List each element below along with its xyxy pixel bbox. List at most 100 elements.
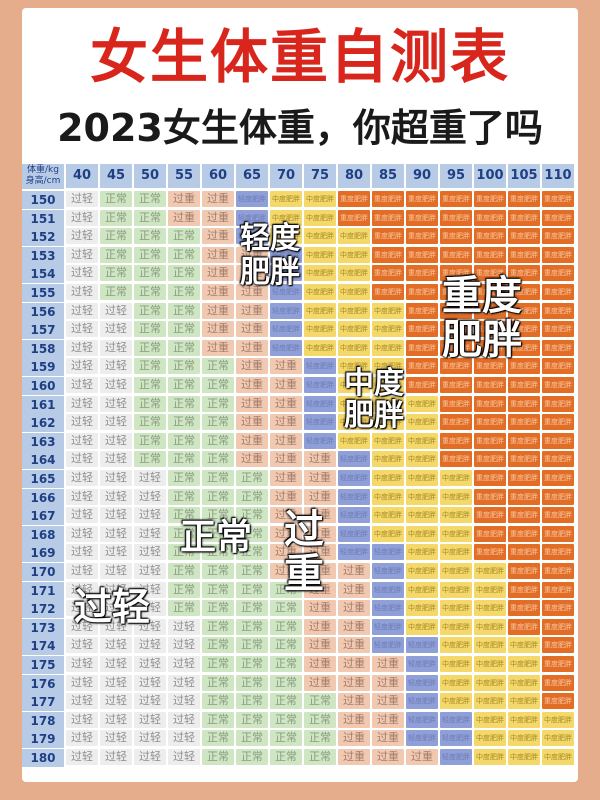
table-cell: 过重 (236, 302, 268, 319)
table-cell: 中度肥胖 (474, 674, 506, 691)
table-cell: 正常 (168, 377, 200, 393)
table-cell: 重度肥胖 (440, 395, 472, 412)
height-row-header: 154 (22, 265, 64, 284)
table-cell: 过重 (338, 656, 370, 672)
table-cell: 过轻 (134, 711, 166, 728)
table-cell: 重度肥胖 (542, 321, 574, 338)
table-cell: 过重 (304, 544, 336, 561)
table-cell: 正常 (202, 432, 234, 449)
table-cell: 重度肥胖 (508, 525, 540, 542)
table-cell: 正常 (202, 674, 234, 691)
table-cell: 重度肥胖 (508, 600, 540, 617)
table-cell: 过重 (236, 246, 268, 263)
table-cell: 轻度肥胖 (304, 377, 336, 393)
table-cell: 过重 (338, 581, 370, 598)
table-cell: 中度肥胖 (372, 414, 404, 431)
table-cell: 过轻 (134, 544, 166, 561)
table-cell: 重度肥胖 (542, 656, 574, 672)
table-cell: 过重 (236, 377, 268, 393)
table-cell: 中度肥胖 (338, 358, 370, 375)
height-row-header: 155 (22, 284, 64, 302)
table-cell: 重度肥胖 (508, 321, 540, 338)
table-cell: 正常 (134, 209, 166, 226)
table-cell: 正常 (168, 321, 200, 338)
table-cell: 重度肥胖 (372, 228, 404, 245)
table-cell: 正常 (100, 246, 132, 263)
table-cell: 过重 (270, 451, 302, 468)
table-cell: 轻度肥胖 (338, 544, 370, 561)
table-cell: 正常 (202, 618, 234, 635)
table-cell: 过轻 (100, 525, 132, 542)
table-cell: 重度肥胖 (406, 302, 438, 319)
table-cell: 中度肥胖 (338, 414, 370, 431)
table-cell: 轻度肥胖 (338, 525, 370, 542)
height-row-header: 165 (22, 470, 64, 488)
table-cell: 中度肥胖 (508, 749, 540, 765)
table-cell: 重度肥胖 (440, 432, 472, 449)
table-cell: 过重 (236, 339, 268, 356)
table-cell: 过轻 (134, 470, 166, 486)
table-cell: 轻度肥胖 (270, 246, 302, 263)
table-cell: 正常 (236, 693, 268, 710)
weight-header: 45 (100, 164, 132, 188)
table-cell: 过轻 (66, 209, 98, 226)
table-cell: 正常 (202, 637, 234, 654)
table-cell: 正常 (202, 377, 234, 393)
height-row-header: 168 (22, 525, 64, 544)
height-row-header: 167 (22, 507, 64, 526)
table-cell: 过重 (304, 563, 336, 579)
table-cell: 正常 (134, 432, 166, 449)
table-cell: 正常 (202, 693, 234, 710)
table-cell: 中度肥胖 (406, 470, 438, 486)
table-cell: 过轻 (66, 563, 98, 579)
table-cell: 过轻 (134, 730, 166, 747)
table-cell: 过轻 (66, 711, 98, 728)
table-cell: 中度肥胖 (542, 749, 574, 765)
table-cell: 过重 (270, 470, 302, 486)
table-cell: 正常 (100, 191, 132, 207)
table-cell: 正常 (168, 395, 200, 412)
table-cell: 中度肥胖 (406, 581, 438, 598)
table-cell: 正常 (168, 507, 200, 524)
table-cell: 正常 (270, 581, 302, 598)
table-cell: 重度肥胖 (508, 228, 540, 245)
table-cell: 重度肥胖 (474, 525, 506, 542)
table-cell: 重度肥胖 (372, 191, 404, 207)
table-cell: 过轻 (100, 321, 132, 338)
table-cell: 中度肥胖 (440, 693, 472, 710)
table-cell: 重度肥胖 (440, 265, 472, 282)
table-cell: 过轻 (168, 693, 200, 710)
table-cell: 过重 (304, 488, 336, 505)
table-cell: 轻度肥胖 (372, 581, 404, 598)
table-cell: 重度肥胖 (542, 674, 574, 691)
table-cell: 重度肥胖 (372, 209, 404, 226)
table-cell: 中度肥胖 (338, 321, 370, 338)
table-cell: 重度肥胖 (542, 395, 574, 412)
table-cell: 过重 (338, 618, 370, 635)
table-cell: 过轻 (66, 265, 98, 282)
table-cell: 轻度肥胖 (372, 563, 404, 579)
height-row-header: 174 (22, 637, 64, 656)
table-cell: 重度肥胖 (474, 191, 506, 207)
table-cell: 中度肥胖 (406, 488, 438, 505)
table-cell: 重度肥胖 (542, 525, 574, 542)
table-cell: 过轻 (100, 563, 132, 579)
table-cell: 重度肥胖 (372, 246, 404, 263)
table-cell: 过轻 (66, 600, 98, 617)
table-cell: 过重 (304, 581, 336, 598)
table-cell: 重度肥胖 (406, 209, 438, 226)
table-cell: 中度肥胖 (372, 451, 404, 468)
table-cell: 正常 (236, 730, 268, 747)
table-cell: 过轻 (100, 637, 132, 654)
table-cell: 正常 (100, 265, 132, 282)
table-cell: 轻度肥胖 (440, 711, 472, 728)
table-cell: 正常 (202, 656, 234, 672)
table-cell: 轻度肥胖 (372, 544, 404, 561)
table-cell: 重度肥胖 (508, 451, 540, 468)
height-row-header: 177 (22, 693, 64, 712)
table-cell: 正常 (202, 711, 234, 728)
table-cell: 轻度肥胖 (270, 302, 302, 319)
table-cell: 重度肥胖 (440, 451, 472, 468)
table-cell: 中度肥胖 (304, 246, 336, 263)
table-cell: 过轻 (66, 432, 98, 449)
